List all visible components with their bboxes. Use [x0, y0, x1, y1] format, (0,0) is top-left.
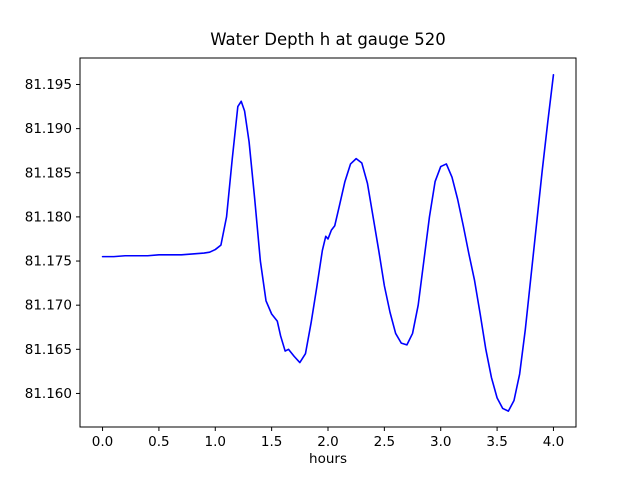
y-tick-label: 81.185 — [25, 165, 72, 181]
y-tick-label: 81.170 — [25, 298, 72, 314]
axes-frame — [79, 57, 577, 428]
y-tick-label: 81.190 — [25, 121, 72, 137]
x-tick-label: 0.0 — [92, 434, 113, 450]
chart-title: Water Depth h at gauge 520 — [210, 30, 445, 49]
x-tick-label: 1.5 — [261, 434, 282, 450]
y-tick-label: 81.180 — [25, 209, 72, 225]
x-tick-label: 4.0 — [543, 434, 564, 450]
x-tick-label: 0.5 — [148, 434, 169, 450]
x-tick-label: 3.5 — [486, 434, 507, 450]
plot-area — [80, 58, 576, 427]
x-tick-label: 2.5 — [374, 434, 395, 450]
y-tick-label: 81.165 — [25, 342, 72, 358]
x-axis-label: hours — [309, 451, 347, 467]
water-depth-series-line — [101, 73, 555, 412]
x-axis-ticks — [102, 427, 554, 431]
x-tick-label: 1.0 — [205, 434, 226, 450]
y-axis-tick-labels: 81.160 81.165 81.170 81.175 81.180 81.185 81.1… — [25, 77, 72, 402]
x-tick-label: 2.0 — [317, 434, 338, 450]
y-axis-ticks — [76, 83, 80, 394]
y-tick-label: 81.195 — [25, 77, 72, 93]
y-tick-label: 81.160 — [25, 386, 72, 402]
y-tick-label: 81.175 — [25, 254, 72, 270]
x-tick-label: 3.0 — [430, 434, 451, 450]
x-axis-tick-labels: 0.0 0.5 1.0 1.5 2.0 2.5 3.0 3.5 4.0 — [92, 434, 564, 450]
